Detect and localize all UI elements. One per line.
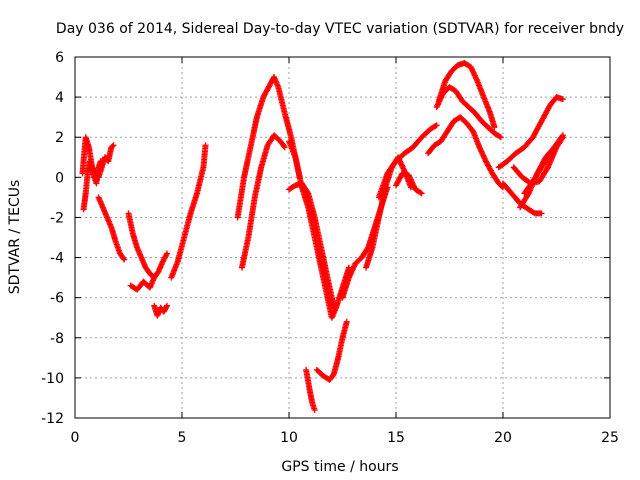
- data-points: [79, 60, 566, 413]
- series-arc-16: [375, 122, 440, 201]
- series-arc-22: [500, 180, 545, 217]
- data-point-marker: [164, 250, 171, 257]
- x-tick-label: 5: [178, 430, 187, 446]
- x-tick-label: 10: [280, 430, 298, 446]
- y-tick-label: -12: [41, 411, 64, 427]
- series-arc-20: [435, 60, 498, 131]
- series-arc-13: [313, 318, 350, 383]
- data-point-marker: [550, 145, 557, 152]
- y-tick-label: -4: [50, 251, 64, 267]
- y-tick-label: -10: [41, 371, 64, 387]
- series-arc-5: [127, 274, 158, 293]
- data-point-marker: [559, 133, 566, 140]
- x-tick-label: 20: [494, 430, 512, 446]
- data-point-marker: [559, 96, 566, 103]
- data-point-marker: [538, 210, 545, 217]
- y-tick-label: 0: [55, 170, 64, 186]
- data-point-marker: [496, 133, 503, 140]
- x-tick-label: 15: [387, 430, 405, 446]
- data-point-marker: [417, 189, 424, 196]
- data-point-marker: [497, 134, 504, 141]
- data-point-marker: [163, 251, 170, 258]
- y-tick-label: 4: [55, 90, 64, 106]
- series-arc-4: [125, 210, 171, 281]
- y-tick-label: -8: [50, 331, 64, 347]
- series-arc-7: [168, 142, 209, 281]
- data-point-marker: [418, 190, 425, 197]
- axis-ticks: [74, 56, 611, 419]
- series-arc-21: [495, 94, 566, 171]
- x-tick-label: 25: [601, 430, 619, 446]
- data-point-marker: [311, 406, 318, 413]
- x-tick-labels: 0 5 10 15 20 25: [71, 430, 619, 446]
- data-point-marker: [97, 158, 104, 165]
- y-tick-labels: -12 -10 -8 -6 -4 -2 0 2 4 6: [41, 50, 64, 427]
- series-arc-6: [151, 302, 171, 319]
- grid: [75, 57, 610, 418]
- x-axis-label: GPS time / hours: [281, 459, 398, 475]
- y-tick-label: 6: [55, 50, 64, 66]
- data-point-marker: [551, 144, 558, 151]
- series-arc-25: [517, 144, 558, 211]
- data-point-marker: [433, 122, 440, 129]
- y-tick-label: 2: [55, 130, 64, 146]
- series-arc-12: [303, 366, 318, 413]
- data-point-marker: [432, 122, 439, 129]
- plot-frame: [74, 56, 611, 419]
- series-arc-18: [425, 114, 506, 191]
- data-point-marker: [120, 255, 127, 262]
- data-point-marker: [281, 144, 288, 151]
- series-arc-2: [80, 158, 104, 213]
- y-tick-label: -2: [50, 210, 64, 226]
- data-point-marker: [491, 124, 498, 131]
- series-arc-11: [286, 138, 352, 321]
- data-point-marker: [110, 142, 117, 149]
- data-point-marker: [202, 142, 209, 149]
- data-point-marker: [109, 143, 116, 150]
- data-point-marker: [343, 318, 350, 325]
- data-point-marker: [151, 274, 158, 281]
- data-point-marker: [330, 372, 337, 379]
- x-tick-label: 0: [71, 430, 80, 446]
- data-point-marker: [559, 132, 566, 139]
- series-arc-9: [238, 132, 288, 271]
- y-axis-label: SDTVAR / TECUs: [7, 180, 23, 295]
- data-point-marker: [121, 256, 128, 263]
- chart-title: Day 036 of 2014, Sidereal Day-to-day VTE…: [56, 21, 624, 37]
- data-point-marker: [164, 302, 171, 309]
- series-arc-19: [433, 84, 504, 141]
- series-arc-10: [286, 180, 337, 311]
- series-arc-17: [393, 170, 425, 197]
- y-tick-label: -6: [50, 291, 64, 307]
- series-arc-3: [95, 194, 128, 263]
- data-point-marker: [280, 143, 287, 150]
